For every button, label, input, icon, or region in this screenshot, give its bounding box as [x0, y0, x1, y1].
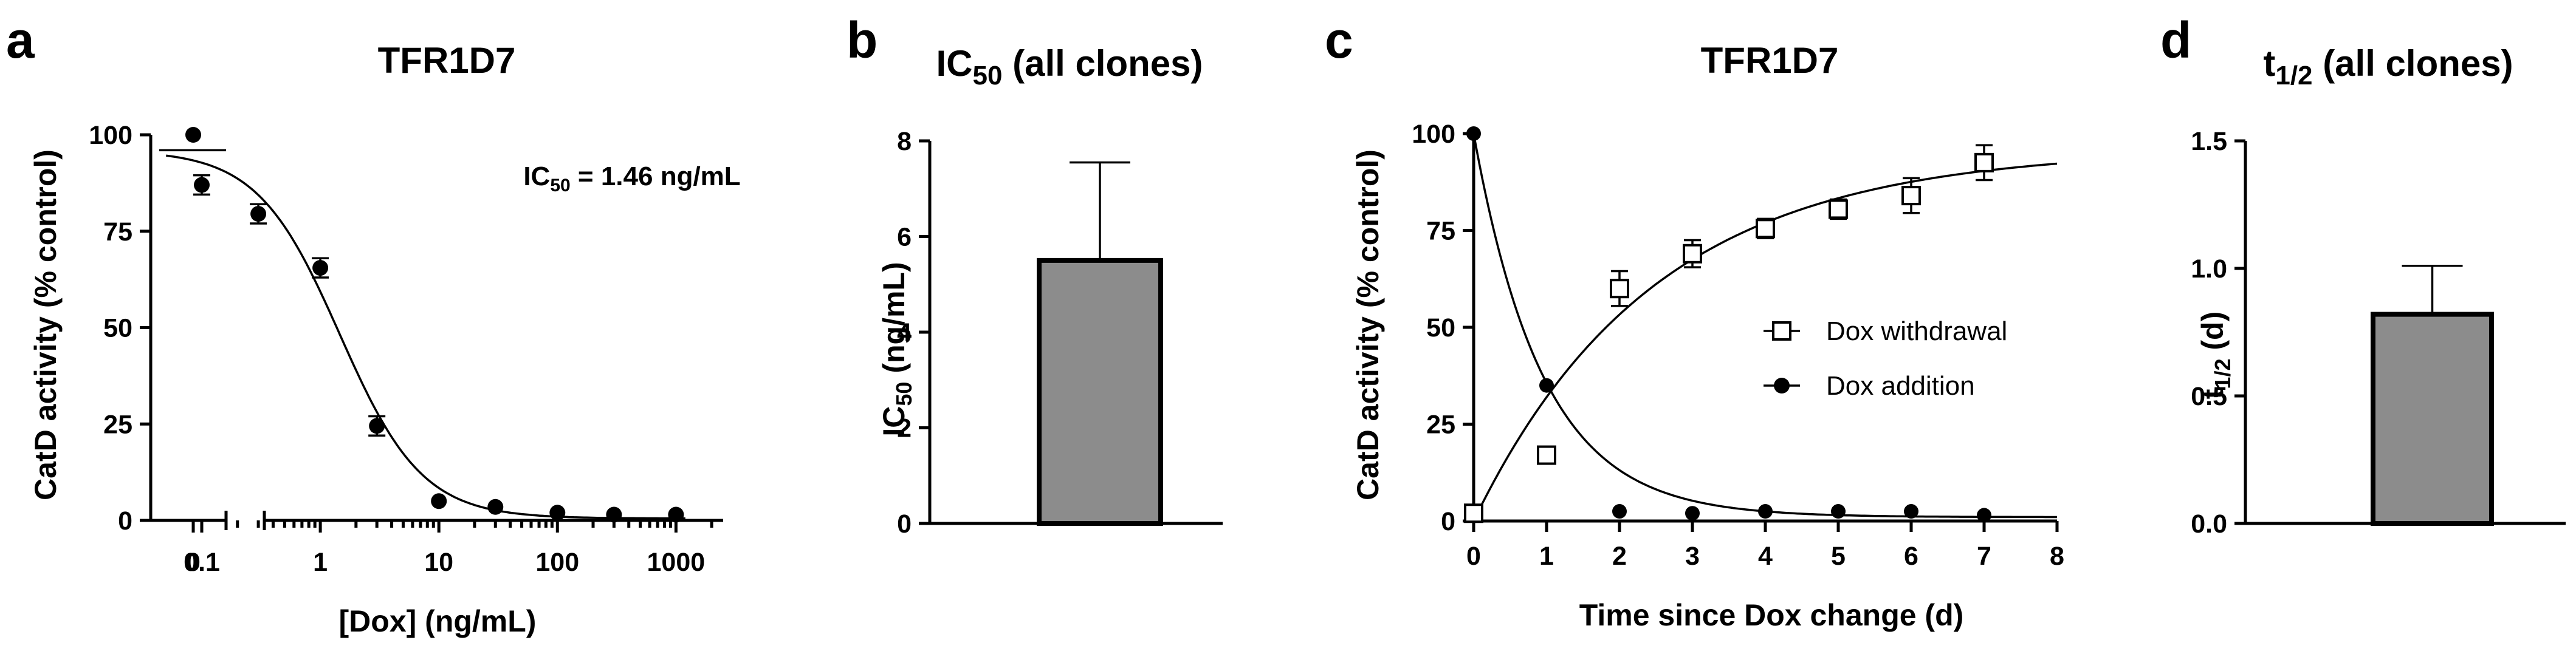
- panel-a-data-point: [369, 418, 385, 434]
- panel-d-y-tick-label: 0.0: [2191, 509, 2227, 539]
- panel-c-x-tick-label: 0: [1466, 542, 1481, 571]
- panel-c-x-tick-label: 7: [1977, 542, 1991, 571]
- panel-b-ylabel: IC50 (ng/mL): [877, 262, 916, 436]
- panel-c-data-point-square: [1537, 445, 1556, 465]
- panel-a-x-tick-label: 0.1: [184, 548, 220, 577]
- panel-c-data-point-circle: [1685, 506, 1700, 521]
- panel-a-data-point: [431, 493, 447, 509]
- panel-c-data-point-square: [1683, 244, 1702, 264]
- panel-c-x-tick-label: 4: [1758, 542, 1773, 571]
- panel-a-data-point: [312, 260, 329, 276]
- panel-d-y-tick-label: 0.5: [2191, 382, 2227, 411]
- panel-a-ic50-annotation: IC50 = 1.46 ng/mL: [523, 162, 740, 196]
- panel-a-fit-curve: [166, 154, 685, 520]
- panel-a-data-point: [549, 505, 566, 521]
- panel-c-data-point-circle: [1466, 126, 1481, 141]
- legend-label-addition: Dox addition: [1826, 371, 1975, 401]
- panel-c-y-tick-label: 0: [1441, 507, 1455, 536]
- legend-marker-addition: [1774, 378, 1790, 393]
- panel-a-data-point: [606, 506, 622, 523]
- panel-a-chart: CatD activity (% control) [Dox] (ng/mL) …: [29, 121, 741, 638]
- panel-letter-d: d: [2160, 12, 2191, 69]
- panel-c-data-point-circle: [1539, 378, 1554, 393]
- panel-c-x-tick-label: 3: [1685, 542, 1700, 571]
- panel-a-data-point: [185, 127, 201, 143]
- panel-b-bar: [1037, 257, 1163, 526]
- panel-a-xlabel: [Dox] (ng/mL): [339, 604, 537, 638]
- panel-a-data-point: [487, 499, 504, 515]
- panel-c-ylabel: CatD activity (% control): [1351, 149, 1385, 500]
- panel-a-y-tick-label: 100: [89, 121, 132, 150]
- panel-c-data-point-square: [1756, 219, 1775, 239]
- panel-c-data-point-circle: [1758, 504, 1773, 519]
- panel-c-data-point-square: [1974, 152, 1994, 172]
- panel-c-data-point-square: [1829, 199, 1848, 219]
- panel-a-title: TFR1D7: [378, 40, 516, 81]
- panel-c-data-point-square: [1610, 279, 1629, 299]
- panel-a-x-tick-label: 0: [186, 548, 201, 577]
- panel-a-x-tick-label: 10: [424, 548, 453, 577]
- panel-letter-c: c: [1325, 12, 1353, 69]
- panel-c-data-point-square: [1464, 503, 1483, 523]
- panel-a-y-tick-label: 75: [103, 217, 132, 247]
- panel-letter-b: b: [847, 12, 878, 69]
- panel-c-y-tick-label: 100: [1412, 120, 1455, 149]
- panel-c-x-tick-label: 8: [2050, 542, 2064, 571]
- panel-d-title: t1/2 (all clones): [2263, 43, 2513, 90]
- panel-b-y-tick-label: 4: [897, 318, 912, 347]
- panel-c-x-tick-label: 5: [1831, 542, 1846, 571]
- panel-a-ylabel: CatD activity (% control): [29, 149, 63, 500]
- panel-a-x-tick-label: 1000: [647, 548, 706, 577]
- panel-b-y-tick-label: 0: [897, 509, 912, 539]
- panel-c-title: TFR1D7: [1701, 40, 1839, 81]
- panel-a-x-tick-label: 1: [313, 548, 328, 577]
- panel-b-y-tick-label: 6: [897, 223, 912, 252]
- panel-d-y-tick-label: 1.0: [2191, 254, 2227, 284]
- panel-letter-a: a: [6, 12, 35, 69]
- panel-a-x-tick-label: 100: [535, 548, 579, 577]
- panel-c-xlabel: Time since Dox change (d): [1579, 598, 1964, 632]
- panel-c-x-tick-label: 2: [1612, 542, 1627, 571]
- panel-c-chart: CatD activity (% control) Time since Dox…: [1351, 120, 2064, 632]
- panel-d-ylabel: t1/2 (d): [2196, 312, 2235, 399]
- legend-label-withdrawal: Dox withdrawal: [1826, 316, 2007, 346]
- panel-d-chart: t1/2 (d) 0.0 0.5 1.0 1.5: [2191, 127, 2566, 539]
- panel-c-legend: Dox withdrawal Dox addition: [1764, 316, 2007, 401]
- panel-c-data-point-circle: [1831, 504, 1846, 519]
- legend-marker-withdrawal: [1772, 321, 1791, 341]
- panel-c-x-tick-label: 6: [1904, 542, 1918, 571]
- panel-c-y-tick-label: 75: [1426, 217, 1455, 246]
- panel-c-data-point-circle: [1977, 508, 1991, 523]
- panel-c-data-point-circle: [1612, 504, 1627, 519]
- panel-b-chart: IC50 (ng/mL) 0 2 4 6 8: [877, 127, 1223, 539]
- panel-a-data-point: [668, 506, 684, 523]
- panel-c-y-tick-label: 25: [1426, 410, 1455, 440]
- panel-b-title: IC50 (all clones): [936, 43, 1203, 90]
- panel-c-data-point-square: [1901, 186, 1921, 206]
- panel-a-data-point: [194, 177, 210, 193]
- panel-a-data-point: [250, 206, 267, 222]
- panel-c-y-tick-label: 50: [1426, 313, 1455, 342]
- panel-c-x-tick-label: 1: [1539, 542, 1554, 571]
- panel-d-bar: [2371, 312, 2494, 526]
- panel-a-y-tick-label: 25: [103, 410, 132, 439]
- panel-b-y-tick-label: 8: [897, 127, 912, 156]
- panel-b-y-tick-label: 2: [897, 414, 912, 443]
- panel-c-data-point-circle: [1904, 504, 1918, 519]
- panel-a-y-tick-label: 0: [118, 506, 132, 536]
- panel-d-y-tick-label: 1.5: [2191, 127, 2227, 156]
- panel-a-y-tick-label: 50: [103, 314, 132, 343]
